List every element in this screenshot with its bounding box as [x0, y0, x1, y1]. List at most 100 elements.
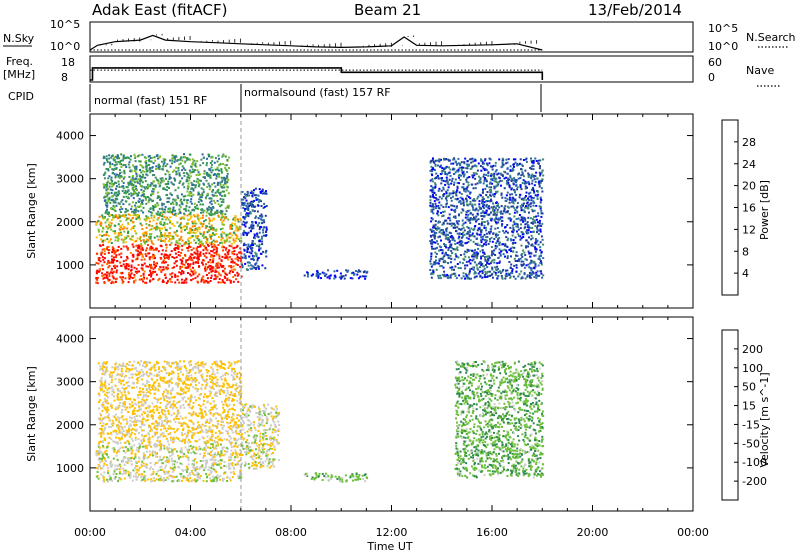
- power-data-cell: [96, 270, 99, 273]
- power-data-cell: [467, 218, 470, 221]
- nsky-label: N.Sky: [3, 32, 35, 45]
- power-data-cell: [114, 191, 117, 194]
- power-data-cell: [532, 245, 535, 248]
- power-data-cell: [155, 212, 158, 215]
- power-data-cell: [173, 213, 176, 216]
- power-data-cell: [170, 234, 173, 237]
- power-data-cell: [327, 269, 329, 272]
- power-data-cell: [510, 188, 513, 191]
- power-data-cell: [148, 233, 151, 236]
- power-data-cell: [480, 215, 483, 217]
- power-data-cell: [119, 225, 122, 228]
- power-data-cell: [174, 275, 177, 278]
- power-data-cell: [158, 166, 160, 169]
- power-data-cell: [471, 160, 474, 163]
- power-data-cell: [164, 183, 167, 186]
- power-data-cell: [449, 254, 452, 257]
- power-data-cell: [518, 273, 521, 276]
- power-data-cell: [109, 166, 112, 168]
- velocity-data-cell: [166, 476, 169, 479]
- power-ylabel: Slant Range [km]: [25, 163, 38, 259]
- power-data-cell: [486, 191, 489, 193]
- power-data-cell: [516, 223, 519, 226]
- power-data-cell: [237, 220, 240, 223]
- power-data-cell: [183, 243, 186, 246]
- power-data-cell: [127, 156, 130, 159]
- velocity-data-cell: [96, 467, 98, 469]
- power-data-cell: [200, 278, 203, 281]
- velocity-data-cell: [186, 467, 189, 470]
- power-data-cell: [515, 181, 517, 184]
- power-data-cell: [540, 171, 543, 174]
- power-data-cell: [533, 209, 536, 212]
- power-data-cell: [470, 277, 472, 280]
- velocity-data-cell: [101, 460, 104, 463]
- power-data-cell: [106, 246, 109, 249]
- power-data-cell: [118, 174, 120, 177]
- power-data-cell: [139, 164, 142, 166]
- power-data-cell: [157, 182, 160, 185]
- power-data-cell: [206, 186, 209, 188]
- power-data-cell: [443, 157, 445, 160]
- power-data-cell: [476, 267, 479, 270]
- power-data-cell: [506, 198, 509, 201]
- power-data-cell: [216, 183, 219, 186]
- power-data-cell: [178, 281, 181, 284]
- power-data-cell: [449, 204, 452, 207]
- power-data-cell: [157, 163, 160, 166]
- power-data-cell: [181, 177, 184, 180]
- power-data-cell: [535, 218, 538, 221]
- power-data-cell: [220, 233, 223, 236]
- power-data-cell: [323, 272, 326, 275]
- power-data-cell: [502, 159, 505, 162]
- power-data-cell: [224, 272, 227, 275]
- power-data-cell: [166, 185, 169, 188]
- power-data-cell: [124, 192, 127, 195]
- power-data-cell: [495, 169, 498, 172]
- power-data-cell: [513, 264, 516, 267]
- power-data-cell: [468, 249, 471, 252]
- power-data-cell: [511, 167, 514, 170]
- power-data-cell: [469, 239, 472, 242]
- velocity-data-cell: [203, 469, 206, 472]
- power-data-cell: [165, 189, 168, 192]
- power-data-cell: [117, 202, 120, 205]
- velocity-data-cell: [154, 442, 157, 445]
- power-data-cell: [138, 247, 141, 250]
- power-data-cell: [183, 263, 186, 266]
- power-data-cell: [430, 217, 433, 220]
- power-data-cell: [454, 248, 457, 251]
- power-data-cell: [485, 272, 488, 275]
- power-data-cell: [435, 177, 437, 179]
- power-data-cell: [534, 246, 537, 249]
- power-data-cell: [530, 234, 533, 237]
- power-data-cell: [163, 215, 166, 218]
- power-data-cell: [251, 265, 254, 268]
- power-data-cell: [135, 216, 138, 219]
- velocity-data-cell: [182, 475, 185, 478]
- power-data-cell: [191, 222, 194, 225]
- power-data-cell: [198, 173, 201, 176]
- power-data-cell: [217, 154, 220, 157]
- power-data-cell: [189, 217, 192, 220]
- power-data-cell: [132, 226, 135, 228]
- power-data-cell: [512, 228, 515, 231]
- power-data-cell: [162, 158, 165, 160]
- power-data-cell: [131, 183, 134, 186]
- power-data-cell: [251, 209, 254, 212]
- power-data-cell: [515, 194, 518, 196]
- power-data-cell: [153, 226, 156, 229]
- power-data-cell: [429, 204, 432, 207]
- power-data-cell: [153, 174, 156, 176]
- velocity-data-cell: [140, 475, 143, 478]
- power-data-cell: [196, 235, 199, 238]
- nsky-tick-top-right: 10^5: [708, 22, 738, 35]
- power-data-cell: [203, 170, 206, 173]
- power-data-cell: [250, 246, 253, 249]
- power-data-cell: [182, 182, 185, 185]
- velocity-data-cell: [236, 445, 239, 448]
- power-data-cell: [455, 220, 458, 223]
- power-data-cell: [257, 217, 260, 220]
- power-data-cell: [210, 277, 213, 279]
- power-data-cell: [442, 169, 445, 172]
